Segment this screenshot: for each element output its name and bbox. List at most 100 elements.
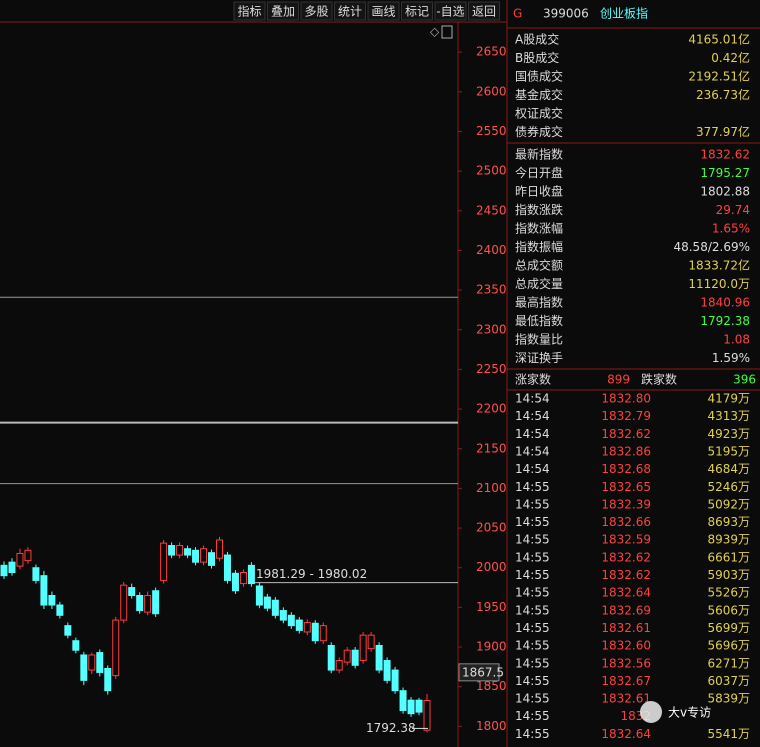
toolbar-button[interactable] xyxy=(367,1,400,21)
tick-time: 14:55 xyxy=(515,480,550,494)
tick-price: 1832.62 xyxy=(601,568,651,582)
tick-price: 1832.39 xyxy=(601,497,651,511)
candle-body xyxy=(24,549,32,562)
toolbar-label[interactable]: 标记 xyxy=(405,5,429,19)
tick-time: 14:55 xyxy=(515,533,550,547)
y-tick-label: 2300 xyxy=(476,322,507,336)
candle-body xyxy=(303,621,311,633)
stat-value: 1.65% xyxy=(712,222,750,236)
tick-price: 1832.62 xyxy=(601,550,651,564)
stat-value: 377.97亿 xyxy=(696,124,750,139)
toolbar-button[interactable] xyxy=(434,1,467,21)
tick-volume: 5541万 xyxy=(707,727,750,741)
tick-price: 1832.61 xyxy=(601,621,651,635)
icon[interactable]: ◇ xyxy=(430,25,440,39)
stat-label: B股成交 xyxy=(515,50,559,65)
candle-body xyxy=(72,640,80,651)
candle-body xyxy=(200,548,208,563)
toolbar-button[interactable] xyxy=(468,1,500,21)
watermark: 大v专访 xyxy=(668,705,711,720)
stat-value: 11120.0万 xyxy=(688,277,750,291)
toolbar-button[interactable] xyxy=(267,1,299,21)
stat-value: 4165.01亿 xyxy=(688,32,750,47)
candle-body xyxy=(399,690,407,712)
toolbar-label[interactable]: 多股 xyxy=(304,5,328,19)
tick-price: 1832.86 xyxy=(601,444,651,458)
y-tick-label: 2150 xyxy=(476,441,507,455)
y-tick-label: 2650 xyxy=(476,45,507,59)
tick-volume: 6037万 xyxy=(707,674,750,688)
candle-body xyxy=(383,660,391,681)
candle-body xyxy=(40,575,48,606)
candle-body xyxy=(367,634,375,650)
tick-time: 14:55 xyxy=(515,497,550,511)
tick-time: 14:55 xyxy=(515,550,550,564)
tick-price: 1832.66 xyxy=(601,515,651,529)
tick-time: 14:54 xyxy=(515,427,550,441)
candle-body xyxy=(80,654,88,681)
candle-body xyxy=(96,652,104,673)
candle-body xyxy=(279,610,287,621)
candle-body xyxy=(168,545,176,556)
y-tick-label: 1900 xyxy=(476,640,507,654)
stat-label: 最新指数 xyxy=(515,147,563,162)
tick-time: 14:55 xyxy=(515,621,550,635)
tick-time: 14:55 xyxy=(515,603,550,617)
y-tick-label: 2400 xyxy=(476,243,507,257)
candle-body xyxy=(152,590,160,615)
tick-volume: 5696万 xyxy=(707,639,750,653)
candle-body xyxy=(287,614,295,627)
toolbar-button[interactable] xyxy=(300,1,333,21)
tick-volume: 5195万 xyxy=(707,444,750,458)
toolbar-label[interactable]: -自选 xyxy=(436,5,464,19)
tick-time: 14:55 xyxy=(515,656,550,670)
cursor-box xyxy=(458,663,500,682)
stat-label: 权证成交 xyxy=(515,106,563,121)
candle-body xyxy=(8,561,16,573)
toolbar-label[interactable]: 返回 xyxy=(472,5,496,19)
stat-value: 1833.72亿 xyxy=(688,258,750,273)
candle-body xyxy=(415,699,423,713)
stat-value: 1792.38 xyxy=(700,314,750,328)
candle-body xyxy=(311,622,319,642)
candle-body xyxy=(351,649,359,666)
toolbar-label[interactable]: 统计 xyxy=(338,5,362,19)
tick-volume: 6271万 xyxy=(707,656,750,670)
candle-body xyxy=(56,604,64,616)
candle-body xyxy=(319,625,327,642)
tick-price: 1832.67 xyxy=(601,674,651,688)
y-tick-label: 1800 xyxy=(476,719,507,733)
y-tick-label: 2450 xyxy=(476,203,507,217)
code: 399006 xyxy=(543,7,589,21)
tick-price: 1832.62 xyxy=(601,427,651,441)
tick-volume: 5246万 xyxy=(707,480,750,494)
tick-time: 14:55 xyxy=(515,586,550,600)
icon[interactable] xyxy=(441,25,453,39)
tick-volume: 8693万 xyxy=(707,515,750,529)
toolbar-label[interactable]: 叠加 xyxy=(271,5,295,19)
tick-volume: 5606万 xyxy=(707,603,750,617)
candle-body xyxy=(255,585,263,606)
candle-body xyxy=(231,572,239,592)
breadth-down: 396 xyxy=(733,373,756,387)
tick-price: 1832.80 xyxy=(601,392,651,406)
tick-volume: 5903万 xyxy=(707,568,750,582)
breadth-label: 跌家数 xyxy=(641,372,677,387)
toolbar-button[interactable] xyxy=(401,1,433,21)
stat-label: 指数量比 xyxy=(515,332,563,347)
toolbar-label[interactable]: 画线 xyxy=(371,5,395,19)
toolbar-button[interactable] xyxy=(334,1,366,21)
stat-value: 1.59% xyxy=(712,351,750,365)
candle-body xyxy=(239,571,247,585)
toolbar-label[interactable]: 指标 xyxy=(237,4,261,19)
toolbar-button[interactable] xyxy=(233,1,266,21)
stat-label: 总成交额 xyxy=(515,258,563,273)
low-label: 1792.38 xyxy=(366,721,416,735)
tick-time: 14:54 xyxy=(515,444,550,458)
stat-value: 236.73亿 xyxy=(696,87,750,102)
tick-volume: 5526万 xyxy=(707,586,750,600)
tick-time: 14:55 xyxy=(515,515,550,529)
